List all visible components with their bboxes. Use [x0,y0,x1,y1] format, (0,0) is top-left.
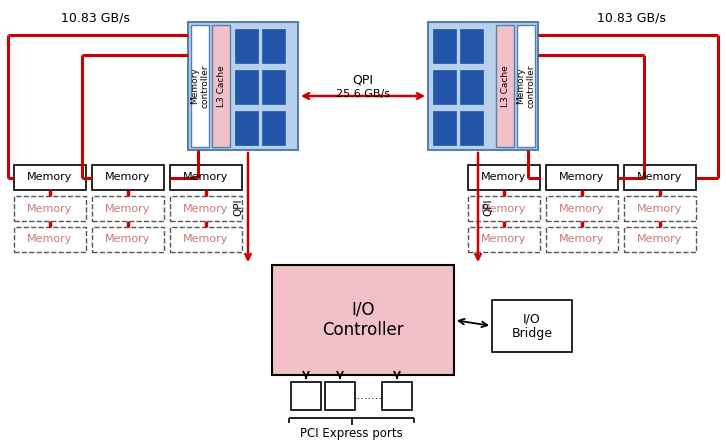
Bar [14,227,86,252]
Bar [235,29,258,63]
Bar [546,227,618,252]
Bar [460,29,483,63]
Text: Memory: Memory [559,235,605,244]
Text: Memory: Memory [105,235,151,244]
Bar [496,25,514,147]
Bar [624,196,696,221]
Text: Memory: Memory [105,173,151,182]
Text: Memory
controller: Memory controller [516,64,536,108]
Bar [262,70,285,104]
Bar [92,227,164,252]
Text: Memory: Memory [637,173,682,182]
Bar [624,165,696,190]
Bar [14,165,86,190]
Bar [325,382,355,410]
Text: Memory: Memory [183,203,229,214]
Text: QPI: QPI [233,199,243,216]
Bar [428,22,538,150]
Text: Memory: Memory [28,203,73,214]
Text: Memory
controller: Memory controller [190,64,210,108]
Text: Memory: Memory [28,173,73,182]
Bar [291,382,321,410]
Bar [188,22,298,150]
Text: L3 Cache: L3 Cache [216,65,226,107]
Text: PCI Express ports: PCI Express ports [300,426,403,439]
Bar [492,300,572,352]
Bar [433,70,456,104]
Bar [546,196,618,221]
Bar [272,265,454,375]
Bar [92,196,164,221]
Bar [170,165,242,190]
Text: Memory: Memory [559,173,605,182]
Bar [191,25,209,147]
Text: Memory: Memory [183,173,229,182]
Bar [212,25,230,147]
Text: 10.83 GB/s: 10.83 GB/s [597,12,666,25]
Text: Memory: Memory [481,173,526,182]
Bar [460,70,483,104]
Bar [262,29,285,63]
Text: 25.6 GB/s: 25.6 GB/s [336,89,390,99]
Bar [170,227,242,252]
Bar [460,111,483,145]
Text: Memory: Memory [637,235,682,244]
Text: Memory: Memory [481,203,526,214]
Text: Memory: Memory [637,203,682,214]
Bar [14,196,86,221]
Bar [235,70,258,104]
Text: QPI: QPI [353,74,373,87]
Text: Memory: Memory [105,203,151,214]
Text: QPI: QPI [483,199,493,216]
Text: Memory: Memory [559,203,605,214]
Bar [433,29,456,63]
Bar [262,111,285,145]
Bar [468,227,540,252]
Text: ........: ........ [354,391,383,401]
Bar [517,25,535,147]
Text: Memory: Memory [28,235,73,244]
Text: I/O
Bridge: I/O Bridge [512,312,552,340]
Text: Memory: Memory [183,235,229,244]
Bar [433,111,456,145]
Bar [468,196,540,221]
Bar [546,165,618,190]
Text: I/O
Controller: I/O Controller [322,301,404,339]
Bar [170,196,242,221]
Bar [235,111,258,145]
Bar [468,165,540,190]
Bar [624,227,696,252]
Text: Memory: Memory [481,235,526,244]
Text: 10.83 GB/s: 10.83 GB/s [60,12,129,25]
Bar [382,382,412,410]
Bar [92,165,164,190]
Text: L3 Cache: L3 Cache [500,65,510,107]
